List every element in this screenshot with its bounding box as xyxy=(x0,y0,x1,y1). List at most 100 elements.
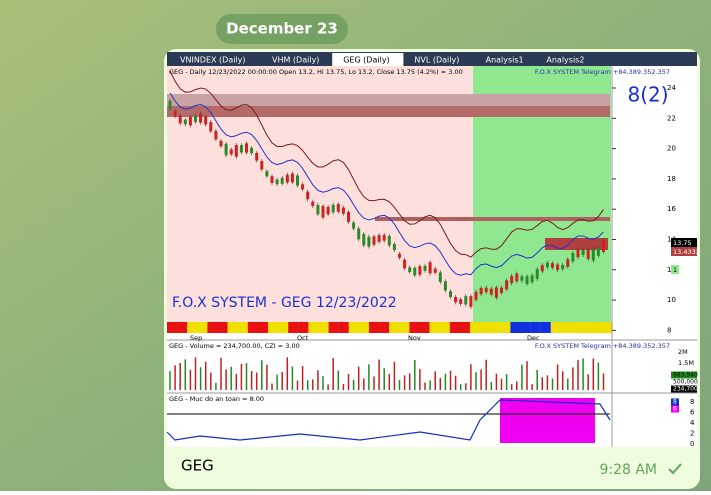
read-check xyxy=(668,463,682,475)
signal xyxy=(560,322,572,333)
signal xyxy=(247,322,258,333)
candle xyxy=(591,249,595,261)
signal xyxy=(207,322,218,333)
signal xyxy=(601,322,612,333)
chart-header: GEG - Daily 12/23/2022 00:00:00 Open 13.… xyxy=(169,68,463,76)
signal xyxy=(439,322,450,333)
candle xyxy=(500,287,503,293)
month: Oct xyxy=(297,334,309,342)
tab[interactable]: Analysis2 xyxy=(546,56,584,65)
price-label: 13.75 xyxy=(673,239,692,247)
price-flag xyxy=(671,247,697,256)
candle xyxy=(341,207,345,214)
price-flag xyxy=(671,238,697,247)
signal xyxy=(470,322,481,333)
signal xyxy=(338,322,349,333)
signal xyxy=(389,322,400,333)
safety-tick: 2 xyxy=(690,430,694,438)
candle xyxy=(234,145,238,157)
candle xyxy=(275,179,279,185)
candle xyxy=(209,121,213,132)
safety-tick: 6 xyxy=(690,409,695,417)
candle xyxy=(602,240,605,252)
candle xyxy=(449,291,452,298)
candle xyxy=(392,244,396,251)
candle xyxy=(316,204,320,215)
price-tick: 16 xyxy=(667,205,676,213)
tab-bar xyxy=(167,52,697,66)
price-tick: 8 xyxy=(667,326,671,334)
candle xyxy=(326,206,330,215)
candle xyxy=(479,287,483,295)
candle xyxy=(357,228,361,240)
signal xyxy=(550,322,561,333)
candle xyxy=(387,235,391,246)
candle xyxy=(464,296,468,305)
candle xyxy=(403,259,407,269)
candle xyxy=(525,276,529,284)
candle xyxy=(443,281,447,291)
candle xyxy=(290,173,294,183)
signal xyxy=(581,322,592,333)
signal xyxy=(510,322,521,333)
signal xyxy=(500,322,511,333)
signal xyxy=(197,322,208,333)
price-tick: 24 xyxy=(667,84,676,92)
candle xyxy=(214,130,218,140)
candle xyxy=(551,263,554,268)
candle xyxy=(398,253,401,258)
safety-flag xyxy=(671,398,679,406)
signal xyxy=(237,322,248,333)
candle xyxy=(408,267,412,273)
signal xyxy=(459,322,471,333)
tab[interactable]: VHM (Daily) xyxy=(272,56,319,65)
candle xyxy=(260,161,264,170)
safety-label: 6 xyxy=(673,406,677,413)
volume-label: 500,000 xyxy=(673,379,698,386)
tab[interactable]: NVL (Daily) xyxy=(414,56,459,65)
volume-flag xyxy=(671,371,697,379)
candle xyxy=(566,259,570,267)
volume-flag xyxy=(671,385,697,393)
signal xyxy=(379,322,390,333)
volume-flag xyxy=(671,378,697,386)
candle xyxy=(433,268,437,273)
candle xyxy=(515,273,519,282)
candle xyxy=(535,269,539,279)
candle xyxy=(596,248,600,256)
signal xyxy=(520,322,531,333)
candle xyxy=(352,222,356,229)
candle xyxy=(168,101,172,109)
active-tab xyxy=(332,53,404,66)
candle xyxy=(311,201,315,207)
tab[interactable]: VNINDEX (Daily) xyxy=(180,56,246,65)
candle xyxy=(581,249,585,255)
candle xyxy=(239,145,243,153)
candle xyxy=(296,175,299,186)
candle xyxy=(183,119,187,125)
tab[interactable]: GEG (Daily) xyxy=(343,56,389,65)
month: Dec xyxy=(527,334,540,342)
signal xyxy=(409,322,420,333)
candle xyxy=(469,296,473,307)
telegram: F.O.X SYSTEM Telegram +84.389.352.357 xyxy=(535,342,670,350)
candle xyxy=(377,235,381,242)
candle xyxy=(219,140,223,147)
safety-zone xyxy=(500,398,595,443)
price-label: 13.4332 xyxy=(673,248,700,256)
candle xyxy=(428,262,432,274)
ma-blue xyxy=(169,92,604,276)
safety-tick: 0 xyxy=(690,440,694,448)
signal xyxy=(328,322,339,333)
signal xyxy=(480,322,491,333)
tab[interactable]: Analysis1 xyxy=(486,56,524,65)
candle xyxy=(438,272,442,283)
volume-tick: 1.5M xyxy=(678,359,694,367)
candle xyxy=(285,174,289,183)
candle xyxy=(454,297,458,303)
signal xyxy=(591,322,602,333)
candle xyxy=(255,152,259,161)
safety-line xyxy=(166,399,611,441)
signal xyxy=(318,322,329,333)
candle xyxy=(510,275,514,284)
